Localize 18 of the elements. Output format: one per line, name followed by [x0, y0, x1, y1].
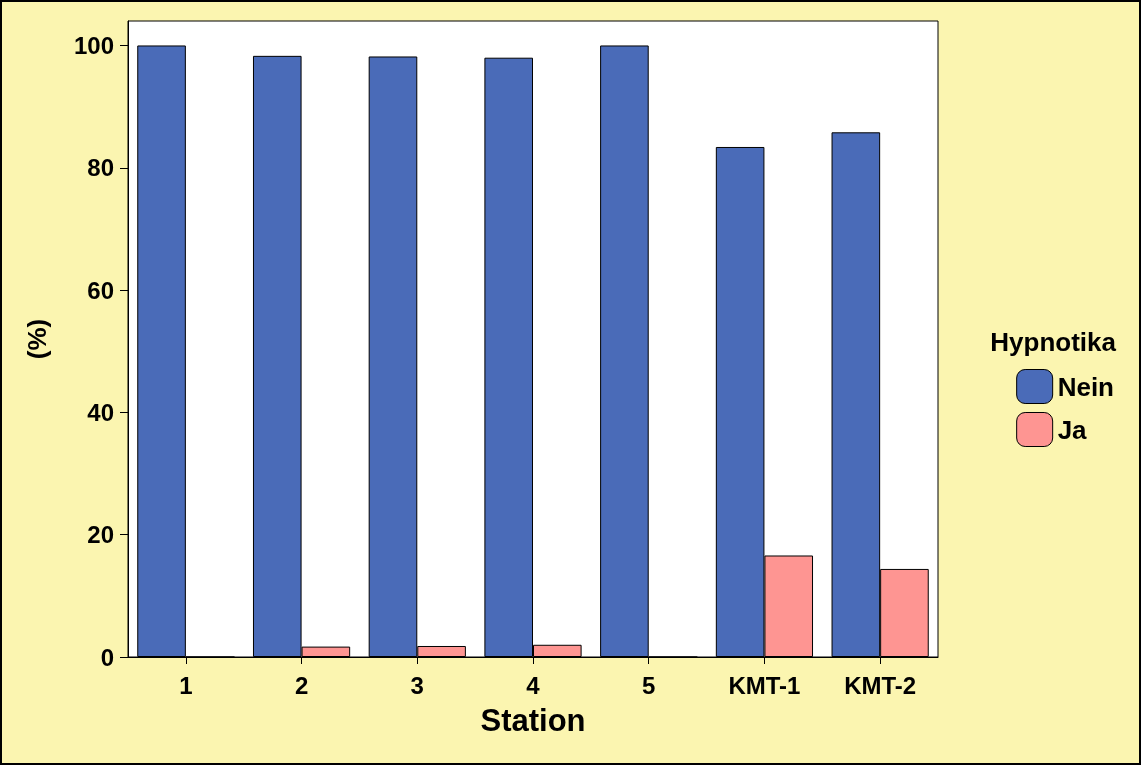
x-tick-label: 3 [410, 671, 424, 699]
legend-label: Ja [1057, 414, 1088, 445]
y-tick-label: 40 [87, 398, 114, 426]
y-tick-label: 100 [73, 31, 114, 59]
y-tick-label: 60 [87, 276, 114, 304]
x-tick-label: 1 [179, 671, 193, 699]
y-axis-title: (%) [22, 318, 52, 360]
x-tick-label: 4 [526, 671, 541, 699]
y-tick-label: 80 [87, 154, 114, 182]
x-tick-label: 2 [294, 671, 309, 699]
x-tick-label: KMT-2 [844, 671, 917, 699]
y-tick-label: 0 [100, 643, 114, 671]
x-axis-title: Station [480, 703, 586, 738]
legend-title: Hypnotika [990, 327, 1117, 357]
x-tick-label: KMT-1 [728, 671, 801, 699]
y-tick-label: 20 [87, 521, 114, 549]
legend-label: Nein [1057, 371, 1114, 402]
x-tick-label: 5 [642, 671, 656, 699]
